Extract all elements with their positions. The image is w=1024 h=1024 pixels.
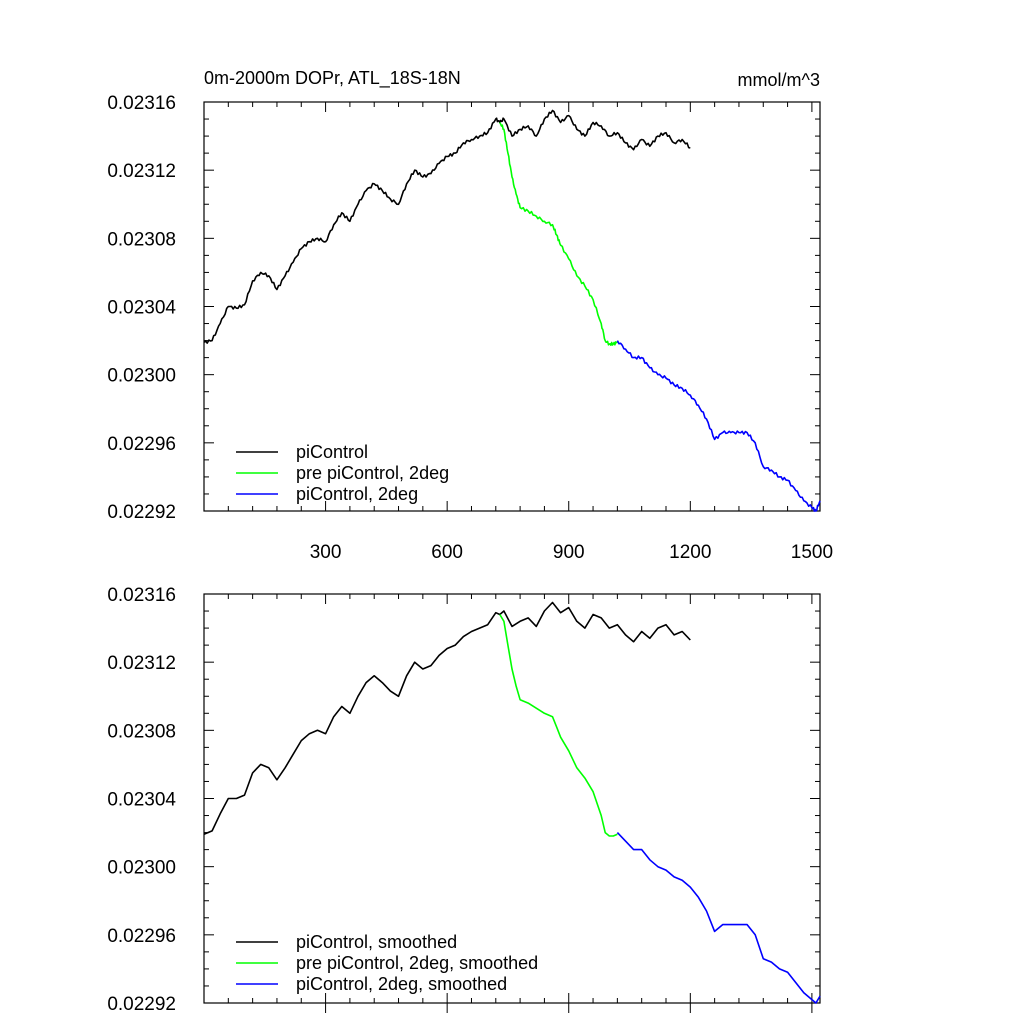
legend-label-0: piControl, smoothed [296, 932, 457, 952]
y-tick-label: 0.02316 [107, 93, 176, 114]
legend-label-1: pre piControl, 2deg [296, 463, 449, 483]
legend-label-2: piControl, 2deg, smoothed [296, 974, 507, 994]
top-panel: 0.02292 0.02296 0.02300 0.02304 0.02308 0.023… [107, 93, 833, 563]
series-line-0 [203, 109, 691, 344]
series-line-1 [499, 614, 618, 837]
y-tick-label: 0.02308 [107, 229, 176, 250]
y-tick-label: 0.02312 [107, 161, 176, 182]
series-line-2 [616, 340, 821, 512]
y-tick-label: 0.02300 [107, 858, 176, 879]
series-line-2 [616, 832, 821, 1004]
x-tick-label: 1500 [791, 542, 833, 563]
y-tick-label: 0.02308 [107, 721, 176, 742]
legend-label-1: pre piControl, 2deg, smoothed [296, 953, 538, 973]
y-tick-label: 0.02316 [107, 585, 176, 606]
x-tick-label: 300 [310, 542, 342, 563]
chart-title: 0m-2000m DOPr, ATL_18S-18N [204, 68, 461, 89]
units-label: mmol/m^3 [738, 70, 820, 90]
y-tick-label: 0.02304 [107, 298, 176, 319]
legend-label-2: piControl, 2deg [296, 484, 418, 504]
legend-label-0: piControl [296, 442, 368, 462]
bottom-panel: 0.02292 0.02296 0.02300 0.02304 0.02308 0.023… [107, 585, 821, 1015]
x-tick-label: 600 [431, 542, 463, 563]
y-tick-label: 0.02296 [107, 926, 176, 947]
x-tick-label: 900 [553, 542, 585, 563]
series-line-0 [203, 601, 691, 836]
y-tick-label: 0.02312 [107, 653, 176, 674]
y-tick-label: 0.02304 [107, 790, 176, 811]
series-line-1 [499, 122, 618, 346]
y-tick-label: 0.02292 [107, 502, 176, 523]
y-tick-label: 0.02296 [107, 434, 176, 455]
y-tick-label: 0.02300 [107, 366, 176, 387]
y-tick-label: 0.02292 [107, 994, 176, 1015]
x-tick-label: 1200 [669, 542, 711, 563]
